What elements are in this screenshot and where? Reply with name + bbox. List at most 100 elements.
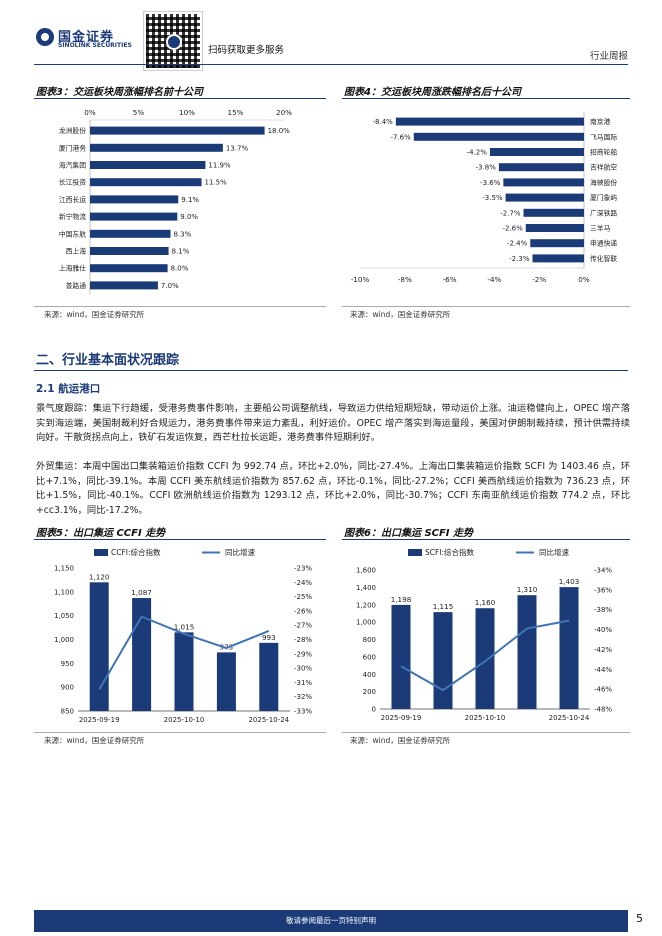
fig3-bar <box>90 247 169 255</box>
fig3-chart: 0% 5% 10% 15% 20% 龙洲股份 18.0% 厦门港务 13.7% 海汽集团 11.9%… <box>59 108 292 294</box>
section-title: 二、行业基本面状况跟踪 <box>36 353 180 368</box>
fig4-data-label: -2.7% <box>500 209 521 217</box>
fig6-y-tick-label: 200 <box>363 688 376 696</box>
fig5-rule <box>34 539 326 540</box>
fig3-bar <box>90 143 223 152</box>
fig4-x-tick-label: -2% <box>532 275 546 284</box>
header-divider <box>34 64 628 65</box>
fig6-legend-bar-label: SCFI:综合指数 <box>425 547 475 557</box>
doc-type: 行业周报 <box>589 51 628 62</box>
fig5-y2-tick-label: -27% <box>294 622 312 630</box>
fig4-bar <box>489 148 584 156</box>
fig4-data-label: -2.4% <box>507 240 528 248</box>
fig4-data-label: -8.4% <box>373 118 394 126</box>
section-rule <box>34 370 628 371</box>
fig6-y-tick-label: 1,400 <box>356 584 376 592</box>
fig3-bar <box>90 161 206 169</box>
fig6-data-label: 1,310 <box>517 585 538 594</box>
fig3-category-label: 长江投资 <box>59 178 86 187</box>
fig6-y2-tick-label: -44% <box>594 666 612 674</box>
fig4-data-label: -3.8% <box>476 164 497 172</box>
fig3-x-tick-label: 20% <box>276 108 292 117</box>
fig5-bar <box>259 642 279 711</box>
fig4-category-label: 飞马国际 <box>590 132 617 141</box>
subsection-title: 2.1 航运港口 <box>36 383 101 395</box>
fig3-x-tick-label: 10% <box>179 108 195 117</box>
fig6-title: 图表6：出口集运 SCFI 走势 <box>344 528 474 539</box>
fig4-data-label: -4.2% <box>467 149 488 157</box>
fig6-data-label: 1,403 <box>559 577 580 586</box>
fig5-y2-tick-label: -30% <box>294 665 312 673</box>
fig3-category-label: 江西长运 <box>59 195 86 204</box>
fig5-y-tick-label: 1,050 <box>54 612 74 620</box>
fig5-y2-tick-label: -23% <box>294 565 312 573</box>
fig5-data-label: 993 <box>262 633 276 642</box>
fig6-source: 来源：wind，国金证券研究所 <box>350 736 451 745</box>
fig6-chart: SCFI:综合指数 同比增速 0 200 400 600 800 1,000 1,200 1,40… <box>356 547 612 722</box>
fig6-y2-tick-label: -36% <box>594 586 612 594</box>
fig3-bar <box>90 229 171 238</box>
fig3-rule <box>34 98 326 99</box>
fig6-src-rule <box>342 732 630 733</box>
fig4-category-label: 招商轮船 <box>590 148 617 157</box>
fig5-title: 图表5：出口集运 CCFI 走势 <box>36 528 166 539</box>
fig5-yoy-line <box>98 615 270 691</box>
fig3-data-label: 8.1% <box>172 248 190 256</box>
fig5-bar <box>132 598 152 711</box>
fig6-data-label: 1,115 <box>433 602 454 611</box>
fig4-category-label: 广深铁路 <box>590 208 617 217</box>
fig4-bar <box>530 239 584 248</box>
fig3-src-rule <box>34 306 326 307</box>
fig3-data-label: 11.9% <box>208 162 231 170</box>
fig4-title: 图表4：交运板块周涨跌幅排名后十公司 <box>344 87 521 98</box>
fig4-data-label: -2.6% <box>502 225 523 233</box>
fig5-bar <box>89 582 109 711</box>
fig5-data-label: 1,120 <box>89 572 110 581</box>
fig6-x-tick-label: 2025-10-24 <box>549 714 590 722</box>
fig6-y2-tick-label: -38% <box>594 606 612 614</box>
fig5-x-tick-label: 2025-10-24 <box>248 716 289 724</box>
fig3-data-label: 8.0% <box>171 265 189 273</box>
fig5-chart: CCFI:综合指数 同比增速 850 900 950 1,000 1,050 1,100 1,1… <box>54 547 312 724</box>
fig4-x-tick-label: 0% <box>578 275 590 284</box>
fig3-title: 图表3：交运板块周涨幅排名前十公司 <box>36 87 203 98</box>
fig4-bar <box>525 224 584 232</box>
fig4-bar <box>503 178 584 187</box>
paragraph-container-freight: 外贸集运：本周中国出口集装箱运价指数 CCFI 为 992.74 点，环比+2.… <box>36 461 630 516</box>
fig6-legend-line-label: 同比增速 <box>539 547 569 557</box>
fig3-data-label: 13.7% <box>226 144 249 152</box>
fig3-category-label: 海汽集团 <box>59 161 86 170</box>
fig3-data-label: 9.1% <box>181 196 199 204</box>
fig5-bar <box>174 632 194 711</box>
fig5-y-tick-label: 850 <box>61 708 74 716</box>
fig3-x-tick-label: 15% <box>228 108 244 117</box>
fig4-category-label: 吉祥航空 <box>590 163 617 172</box>
fig5-y2-tick-label: -24% <box>294 579 312 587</box>
fig6-bar <box>517 595 537 709</box>
fig4-x-tick-label: -4% <box>487 275 501 284</box>
fig5-y2-tick-label: -29% <box>294 650 312 658</box>
fig3-category-label: 普路通 <box>66 281 87 290</box>
fig5-y2-tick-label: -25% <box>294 593 312 601</box>
fig3-data-label: 9.0% <box>180 213 198 221</box>
brand-name-en: SINOLINK SECURITIES <box>58 42 132 49</box>
fig4-x-tick-label: -6% <box>443 275 457 284</box>
fig5-legend-line-label: 同比增速 <box>225 547 255 557</box>
fig6-bar <box>433 612 453 709</box>
footer-disclaimer[interactable]: 敬请参阅最后一页特别声明 <box>286 916 376 925</box>
fig4-category-label: 海峡股份 <box>590 178 617 187</box>
fig6-y2-tick-label: -48% <box>594 706 612 714</box>
fig5-source: 来源：wind，国金证券研究所 <box>44 736 145 745</box>
fig5-y2-tick-label: -32% <box>294 693 312 701</box>
fig3-category-label: 厦门港务 <box>59 143 86 152</box>
fig6-y2-tick-label: -34% <box>594 567 612 575</box>
fig3-category-label: 中国东航 <box>59 229 86 238</box>
fig5-y-tick-label: 900 <box>61 684 74 692</box>
fig3-bar <box>90 281 158 290</box>
fig6-yoy-line <box>400 619 570 692</box>
fig3-x-tick-label: 5% <box>133 108 145 117</box>
fig5-y2-tick-label: -26% <box>294 607 312 615</box>
fig5-y2-tick-label: -28% <box>294 636 312 644</box>
fig5-legend-bar-label: CCFI:综合指数 <box>111 547 161 557</box>
fig6-y-tick-label: 400 <box>363 671 376 679</box>
